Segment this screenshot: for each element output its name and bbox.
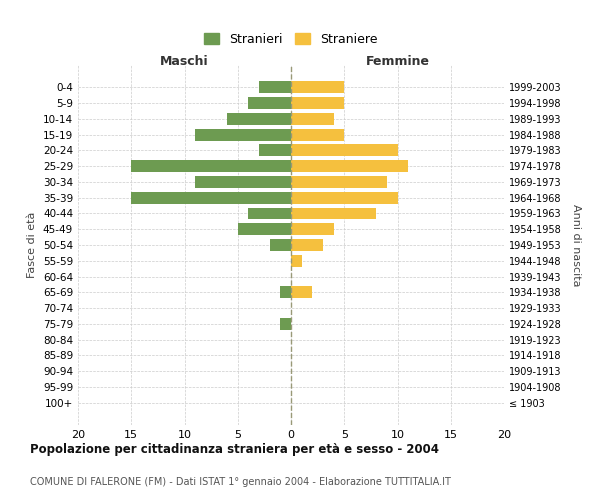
Bar [291,208,376,220]
Text: Popolazione per cittadinanza straniera per età e sesso - 2004: Popolazione per cittadinanza straniera p… [30,442,439,456]
Y-axis label: Anni di nascita: Anni di nascita [571,204,581,286]
Bar [291,128,344,140]
Bar [291,144,398,156]
Bar [291,239,323,251]
Bar [131,192,291,203]
Bar [259,144,291,156]
Bar [195,128,291,140]
Bar [270,239,291,251]
Legend: Stranieri, Straniere: Stranieri, Straniere [199,28,383,51]
Bar [291,224,334,235]
Y-axis label: Fasce di età: Fasce di età [28,212,37,278]
Bar [131,160,291,172]
Bar [291,82,344,93]
Text: COMUNE DI FALERONE (FM) - Dati ISTAT 1° gennaio 2004 - Elaborazione TUTTITALIA.I: COMUNE DI FALERONE (FM) - Dati ISTAT 1° … [30,477,451,487]
Bar [227,113,291,124]
Bar [280,318,291,330]
Text: Maschi: Maschi [160,56,209,68]
Bar [291,286,313,298]
Bar [248,97,291,109]
Bar [238,224,291,235]
Bar [291,255,302,266]
Bar [291,97,344,109]
Bar [259,82,291,93]
Bar [291,113,334,124]
Text: Femmine: Femmine [365,56,430,68]
Bar [291,176,387,188]
Bar [291,192,398,203]
Bar [280,286,291,298]
Bar [195,176,291,188]
Bar [291,160,408,172]
Bar [248,208,291,220]
